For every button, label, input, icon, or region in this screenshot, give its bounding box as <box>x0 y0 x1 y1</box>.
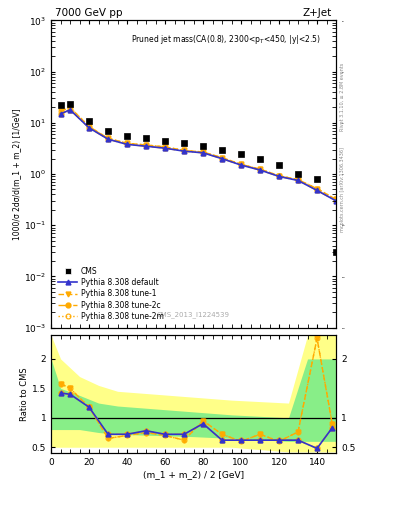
CMS <box>201 143 206 150</box>
Text: CMS_2013_I1224539: CMS_2013_I1224539 <box>157 312 230 318</box>
CMS <box>239 151 243 157</box>
CMS <box>315 176 320 182</box>
Text: Pruned jet mass(CA(0.8), 2300<p$_T$<450, |y|<2.5): Pruned jet mass(CA(0.8), 2300<p$_T$<450,… <box>131 33 321 46</box>
CMS <box>125 133 129 139</box>
CMS <box>182 140 186 146</box>
Text: Z+Jet: Z+Jet <box>303 8 332 18</box>
Text: 7000 GeV pp: 7000 GeV pp <box>55 8 123 18</box>
Y-axis label: 1000/σ 2dσ/d(m_1 + m_2) [1/GeV]: 1000/σ 2dσ/d(m_1 + m_2) [1/GeV] <box>12 108 21 240</box>
CMS <box>277 162 281 168</box>
CMS <box>68 101 72 108</box>
CMS <box>58 102 63 109</box>
CMS <box>163 138 167 144</box>
CMS <box>334 249 338 255</box>
CMS <box>296 171 300 177</box>
Y-axis label: Ratio to CMS: Ratio to CMS <box>20 368 29 421</box>
Text: Rivet 3.1.10, ≥ 2.8M events: Rivet 3.1.10, ≥ 2.8M events <box>340 63 345 132</box>
Text: mcplots.cern.ch [arXiv:1306.3436]: mcplots.cern.ch [arXiv:1306.3436] <box>340 147 345 232</box>
CMS <box>87 118 92 124</box>
CMS <box>220 146 224 153</box>
Legend: CMS, Pythia 8.308 default, Pythia 8.308 tune-1, Pythia 8.308 tune-2c, Pythia 8.3: CMS, Pythia 8.308 default, Pythia 8.308 … <box>55 264 167 324</box>
CMS <box>258 156 263 162</box>
Line: CMS: CMS <box>57 101 339 255</box>
X-axis label: (m_1 + m_2) / 2 [GeV]: (m_1 + m_2) / 2 [GeV] <box>143 470 244 479</box>
CMS <box>144 135 149 141</box>
CMS <box>106 127 110 134</box>
